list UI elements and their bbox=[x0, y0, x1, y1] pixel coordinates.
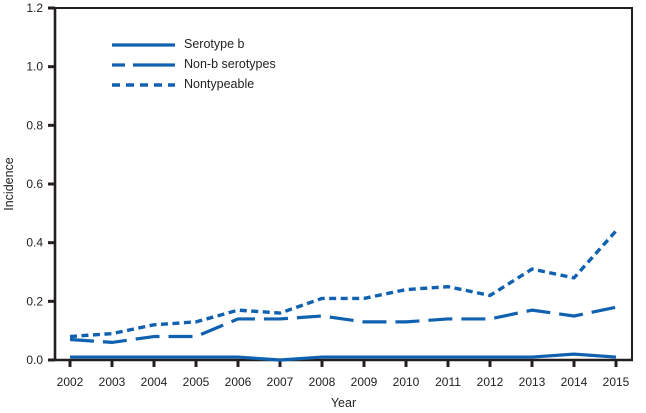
x-axis-title: Year bbox=[331, 396, 356, 410]
chart-legend: Serotype b Non-b serotypes Nontypeable bbox=[112, 38, 276, 91]
series-line-serotype-b bbox=[70, 352, 617, 362]
y-axis-title: Incidence bbox=[2, 157, 16, 211]
legend-label: Non-b serotypes bbox=[184, 57, 276, 71]
y-tick-label: 1.2 bbox=[26, 1, 43, 15]
x-tick-label: 2013 bbox=[519, 375, 546, 389]
series-line-nontypeable bbox=[69, 229, 618, 339]
x-tick-label: 2008 bbox=[309, 375, 336, 389]
legend-line-sample-long-dash bbox=[112, 62, 175, 67]
x-tick-label: 2006 bbox=[225, 375, 252, 389]
x-tick-label: 2002 bbox=[57, 375, 84, 389]
legend-item-serotype-b: Serotype b bbox=[112, 38, 276, 51]
x-tick-label: 2009 bbox=[351, 375, 378, 389]
y-tick-label: 0.0 bbox=[26, 353, 43, 367]
legend-line-sample-short-dash bbox=[112, 82, 175, 87]
x-tick-label: 2015 bbox=[603, 375, 630, 389]
legend-item-nontypeable: Nontypeable bbox=[112, 78, 276, 91]
x-tick-label: 2007 bbox=[267, 375, 294, 389]
y-tick-label: 0.6 bbox=[26, 177, 43, 191]
x-tick-label: 2004 bbox=[141, 375, 168, 389]
y-tick-label: 1.0 bbox=[26, 60, 43, 74]
x-tick-label: 2014 bbox=[561, 375, 588, 389]
x-tick-label: 2012 bbox=[477, 375, 504, 389]
legend-line-sample-solid bbox=[112, 42, 175, 47]
y-tick-label: 0.4 bbox=[26, 236, 43, 250]
y-tick-label: 0.8 bbox=[26, 118, 43, 132]
legend-item-non-b-serotypes: Non-b serotypes bbox=[112, 58, 276, 71]
y-tick-label: 0.2 bbox=[26, 294, 43, 308]
series-line-non-b-serotypes bbox=[69, 305, 617, 344]
x-tick-label: 2005 bbox=[183, 375, 210, 389]
x-tick-label: 2011 bbox=[435, 375, 461, 389]
legend-label: Nontypeable bbox=[184, 77, 255, 91]
x-tick-label: 2010 bbox=[393, 375, 420, 389]
legend-label: Serotype b bbox=[184, 37, 245, 51]
x-tick-label: 2003 bbox=[99, 375, 126, 389]
